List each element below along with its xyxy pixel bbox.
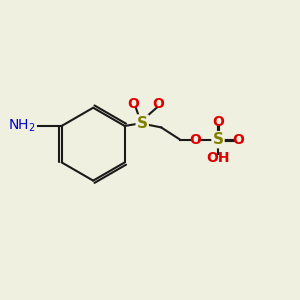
- Text: S: S: [212, 132, 224, 147]
- Text: NH$_2$: NH$_2$: [8, 118, 36, 134]
- Text: O: O: [128, 97, 140, 111]
- Text: OH: OH: [206, 151, 230, 165]
- Text: O: O: [212, 115, 224, 129]
- Text: O: O: [189, 133, 201, 147]
- Text: S: S: [137, 116, 148, 130]
- Text: O: O: [232, 133, 244, 147]
- Text: O: O: [152, 97, 164, 111]
